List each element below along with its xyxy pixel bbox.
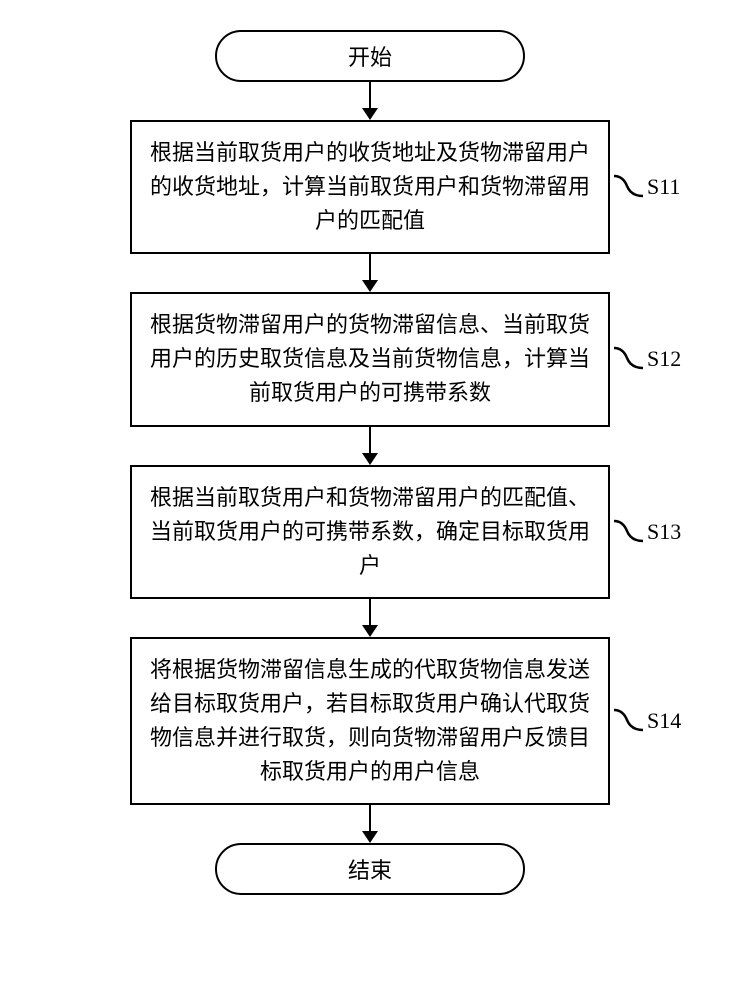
step-label-s12: S12 bbox=[615, 346, 681, 372]
arrow-connector bbox=[362, 805, 378, 843]
arrow-line bbox=[369, 805, 372, 832]
end-label: 结束 bbox=[348, 858, 392, 883]
process-box-s11: 根据当前取货用户的收货地址及货物滞留用户的收货地址，计算当前取货用户和货物滞留用… bbox=[130, 120, 610, 254]
process-text: 根据货物滞留用户的货物滞留信息、当前取货用户的历史取货信息及当前货物信息，计算当… bbox=[150, 312, 590, 405]
process-box-s13: 根据当前取货用户和货物滞留用户的匹配值、当前取货用户的可携带系数，确定目标取货用… bbox=[130, 465, 610, 599]
arrow-head-icon bbox=[362, 453, 378, 465]
step-label-s13: S13 bbox=[615, 519, 681, 545]
step-row-3: 根据当前取货用户和货物滞留用户的匹配值、当前取货用户的可携带系数，确定目标取货用… bbox=[20, 465, 720, 599]
arrow-connector bbox=[362, 254, 378, 292]
step-id: S11 bbox=[647, 174, 680, 200]
arrow-head-icon bbox=[362, 831, 378, 843]
step-label-s11: S11 bbox=[615, 174, 680, 200]
connector-curve-icon bbox=[615, 711, 645, 731]
step-label-s14: S14 bbox=[615, 708, 681, 734]
arrow-connector bbox=[362, 599, 378, 637]
arrow-line bbox=[369, 82, 372, 109]
step-row-2: 根据货物滞留用户的货物滞留信息、当前取货用户的历史取货信息及当前货物信息，计算当… bbox=[20, 292, 720, 426]
arrow-head-icon bbox=[362, 625, 378, 637]
end-terminal: 结束 bbox=[215, 843, 525, 895]
start-label: 开始 bbox=[348, 45, 392, 70]
arrow-line bbox=[369, 254, 372, 281]
connector-curve-icon bbox=[615, 349, 645, 369]
process-text: 将根据货物滞留信息生成的代取货物信息发送给目标取货用户，若目标取货用户确认代取货… bbox=[150, 657, 590, 784]
step-row-4: 将根据货物滞留信息生成的代取货物信息发送给目标取货用户，若目标取货用户确认代取货… bbox=[20, 637, 720, 805]
step-id: S13 bbox=[647, 519, 681, 545]
connector-curve-icon bbox=[615, 177, 645, 197]
arrow-head-icon bbox=[362, 280, 378, 292]
arrow-head-icon bbox=[362, 108, 378, 120]
connector-curve-icon bbox=[615, 522, 645, 542]
step-id: S14 bbox=[647, 708, 681, 734]
arrow-connector bbox=[362, 427, 378, 465]
arrow-line bbox=[369, 599, 372, 626]
arrow-line bbox=[369, 427, 372, 454]
process-text: 根据当前取货用户和货物滞留用户的匹配值、当前取货用户的可携带系数，确定目标取货用… bbox=[150, 485, 590, 578]
process-box-s12: 根据货物滞留用户的货物滞留信息、当前取货用户的历史取货信息及当前货物信息，计算当… bbox=[130, 292, 610, 426]
flowchart-container: 开始 根据当前取货用户的收货地址及货物滞留用户的收货地址，计算当前取货用户和货物… bbox=[20, 30, 720, 895]
step-row-1: 根据当前取货用户的收货地址及货物滞留用户的收货地址，计算当前取货用户和货物滞留用… bbox=[20, 120, 720, 254]
process-box-s14: 将根据货物滞留信息生成的代取货物信息发送给目标取货用户，若目标取货用户确认代取货… bbox=[130, 637, 610, 805]
step-id: S12 bbox=[647, 346, 681, 372]
start-terminal: 开始 bbox=[215, 30, 525, 82]
process-text: 根据当前取货用户的收货地址及货物滞留用户的收货地址，计算当前取货用户和货物滞留用… bbox=[150, 140, 590, 233]
arrow-connector bbox=[362, 82, 378, 120]
